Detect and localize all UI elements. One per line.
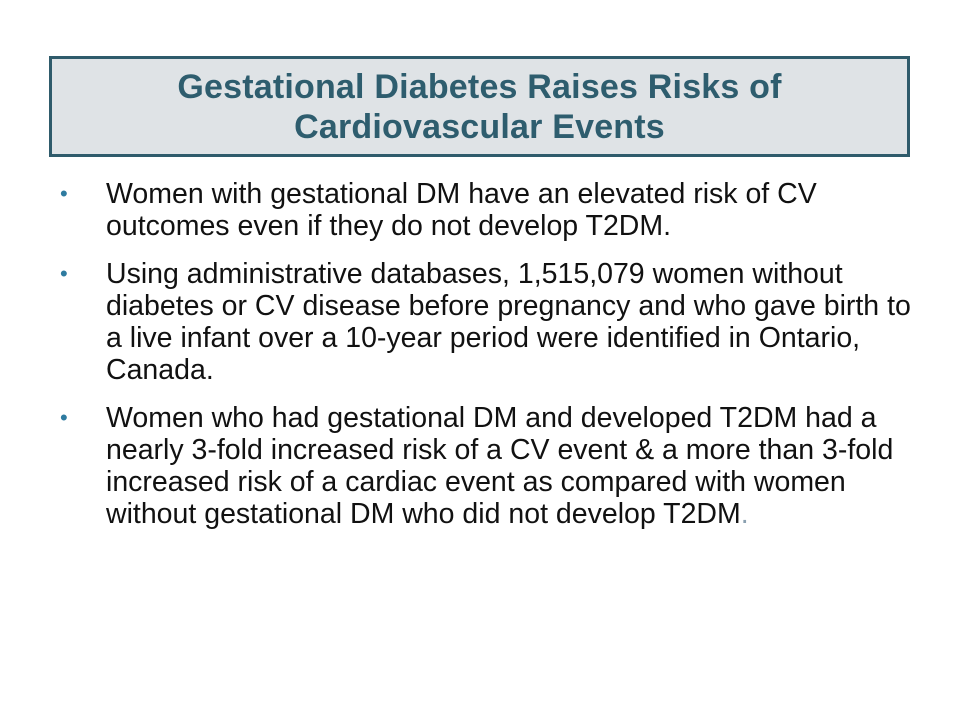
bullet-marker-icon: • bbox=[60, 261, 68, 286]
bullet-marker-icon: • bbox=[60, 181, 68, 206]
bullet-marker-icon: • bbox=[60, 405, 68, 430]
bullet-text: Using administrative databases, 1,515,07… bbox=[106, 258, 911, 386]
bullet-text: Women who had gestational DM and develop… bbox=[106, 402, 894, 530]
slide-title: Gestational Diabetes Raises Risks of Car… bbox=[177, 67, 782, 146]
bullet-text-container: Women who had gestational DM and develop… bbox=[106, 402, 920, 530]
bullet-item: • Using administrative databases, 1,515,… bbox=[60, 258, 920, 386]
bullet-item: • Women who had gestational DM and devel… bbox=[60, 402, 920, 530]
bullet-item: • Women with gestational DM have an elev… bbox=[60, 178, 920, 242]
trailing-period: . bbox=[740, 498, 749, 530]
title-box: Gestational Diabetes Raises Risks of Car… bbox=[49, 56, 910, 157]
bullet-text: Women with gestational DM have an elevat… bbox=[106, 178, 817, 242]
bullet-list: • Women with gestational DM have an elev… bbox=[60, 178, 920, 546]
